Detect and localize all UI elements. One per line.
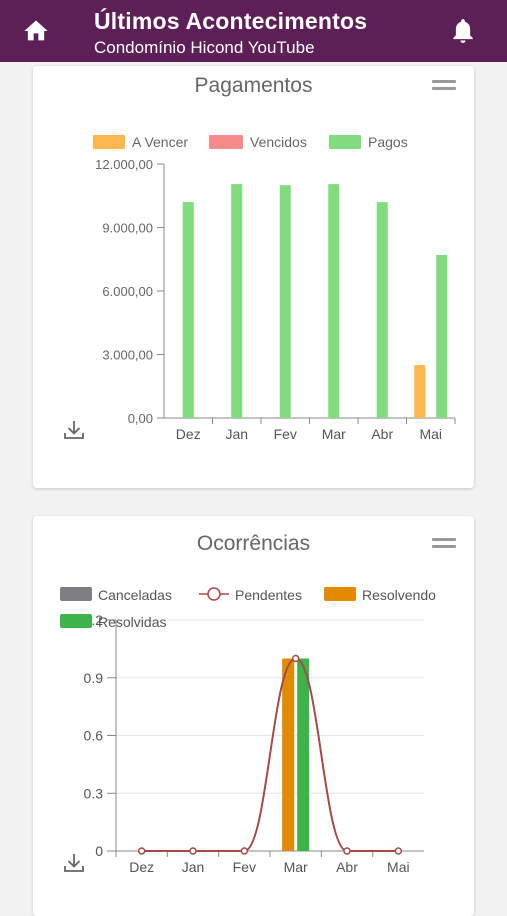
y-tick-label: 0	[95, 843, 103, 859]
legend-label: Vencidos	[250, 134, 307, 150]
legend-swatch	[207, 587, 221, 601]
legend-swatch	[93, 135, 125, 149]
bell-icon[interactable]	[450, 17, 476, 45]
bar-a-vencer	[414, 365, 426, 418]
payments-card: Pagamentos A Vencer Vencidos Pagos 0,00 3.00…	[33, 66, 474, 488]
point-pendentes	[240, 847, 249, 855]
line-pendentes	[141, 657, 399, 852]
page-subtitle: Condomínio Hicond YouTube	[94, 38, 315, 57]
y-tick-label: 3.000,00	[102, 348, 153, 363]
page-title: Últimos Acontecimentos	[94, 8, 368, 34]
payments-chart: A Vencer Vencidos Pagos 0,00 3.000,00 6.000,0…	[93, 134, 456, 442]
bar-resolvendo	[282, 658, 295, 851]
y-tick-label: 0,00	[128, 411, 153, 426]
bar-pagos	[279, 185, 291, 418]
point-pendentes	[291, 654, 300, 663]
y-tick-label: 0.6	[84, 728, 104, 744]
point-pendentes	[394, 847, 403, 855]
menu-icon[interactable]	[432, 80, 456, 94]
x-tick-label: Mai	[419, 426, 442, 442]
x-tick-label: Dez	[176, 426, 201, 442]
legend-swatch	[60, 587, 92, 601]
occurrences-card: Ocorrências 0 0.3 0.6 0.9 1.2 Dez Jan Fev Mar Abr…	[33, 516, 474, 916]
app-bar: Últimos Acontecimentos Condomínio Hicond…	[0, 0, 507, 62]
legend-swatch	[324, 587, 356, 601]
bar-pagos	[231, 184, 243, 418]
x-tick-label: Fev	[274, 426, 297, 442]
x-tick-label: Mai	[387, 859, 410, 875]
y-tick-label: 9.000,00	[102, 221, 153, 236]
bar-pagos	[376, 202, 388, 418]
y-tick-label: 0.3	[84, 785, 104, 801]
legend-label: Pendentes	[235, 587, 302, 603]
x-tick-label: Jan	[225, 426, 248, 442]
point-pendentes	[137, 847, 146, 855]
y-tick-label: 6.000,00	[102, 284, 153, 299]
x-tick-label: Fev	[233, 859, 256, 875]
menu-icon[interactable]	[432, 538, 456, 552]
y-tick-label: 12.000,00	[95, 157, 153, 172]
x-tick-label: Mar	[284, 859, 308, 875]
download-icon[interactable]	[63, 419, 85, 441]
home-icon[interactable]	[22, 17, 50, 45]
legend-label: Canceladas	[98, 587, 172, 603]
payments-title: Pagamentos	[194, 74, 313, 97]
legend-swatch	[329, 135, 361, 149]
occurrences-title: Ocorrências	[196, 532, 311, 555]
point-pendentes	[189, 847, 197, 855]
bar-resolvidas	[297, 658, 310, 851]
y-tick-label: 0.9	[84, 670, 104, 686]
legend-label: A Vencer	[132, 134, 188, 150]
x-tick-label: Jan	[182, 859, 205, 875]
download-icon[interactable]	[63, 852, 85, 874]
x-tick-label: Dez	[129, 859, 154, 875]
legend-swatch	[60, 614, 92, 628]
bar-pagos	[328, 184, 340, 418]
x-tick-label: Abr	[336, 859, 358, 875]
legend-label: Pagos	[368, 134, 408, 150]
x-tick-label: Mar	[322, 426, 346, 442]
legend-label: Resolvidas	[98, 614, 166, 630]
x-tick-label: Abr	[371, 426, 393, 442]
legend-label: Resolvendo	[362, 587, 436, 603]
bar-pagos	[436, 255, 448, 418]
point-pendentes	[343, 847, 351, 855]
legend-swatch	[209, 135, 243, 149]
bar-pagos	[182, 202, 194, 418]
